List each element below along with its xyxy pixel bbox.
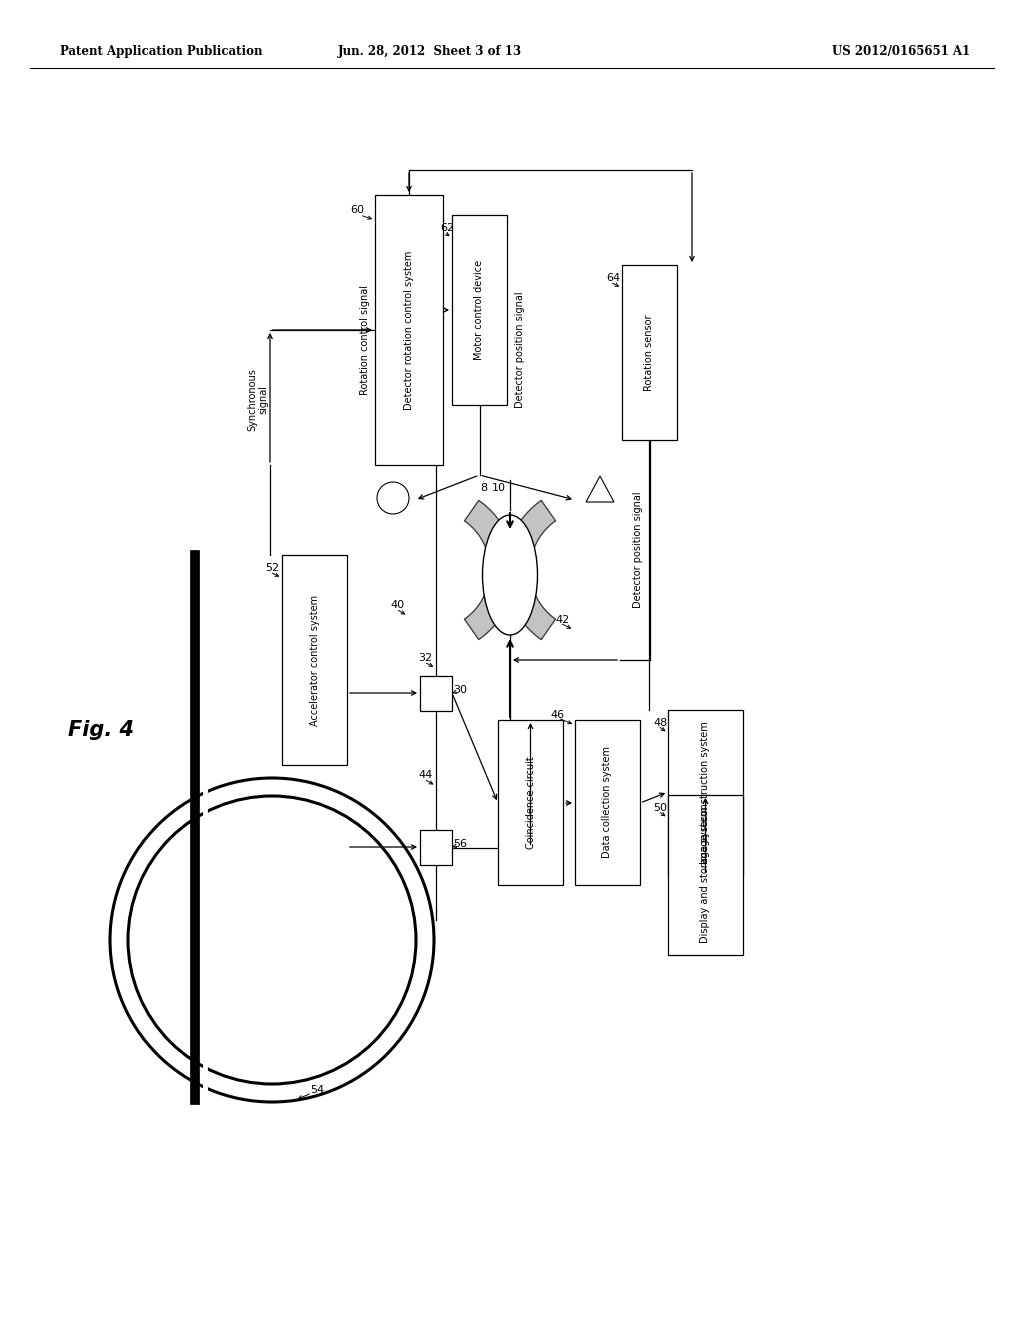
Polygon shape	[505, 500, 556, 640]
Text: Rotation control signal: Rotation control signal	[360, 285, 370, 395]
Text: Detector position signal: Detector position signal	[515, 292, 525, 408]
Bar	[452, 215, 507, 405]
Text: Display and storage system: Display and storage system	[700, 807, 711, 944]
Text: Image reconstruction system: Image reconstruction system	[700, 721, 711, 863]
Text: 46: 46	[550, 710, 564, 719]
Text: Fig. 4: Fig. 4	[68, 719, 134, 741]
Bar	[668, 795, 743, 954]
Text: 60: 60	[350, 205, 364, 215]
Bar	[282, 554, 347, 766]
Bar	[420, 676, 452, 711]
Ellipse shape	[482, 515, 538, 635]
Text: 54: 54	[310, 1085, 325, 1096]
Text: US 2012/0165651 A1: US 2012/0165651 A1	[831, 45, 970, 58]
Text: Synchronous
signal: Synchronous signal	[247, 368, 268, 432]
Text: Detector position signal: Detector position signal	[633, 491, 643, 609]
Text: 42: 42	[555, 615, 569, 624]
Polygon shape	[465, 500, 515, 640]
Bar	[375, 195, 443, 465]
Text: Motor control device: Motor control device	[474, 260, 484, 360]
Text: 56: 56	[453, 840, 467, 849]
Text: 48: 48	[653, 718, 668, 729]
Text: Coincidence circuit: Coincidence circuit	[525, 756, 536, 849]
Bar	[622, 265, 677, 440]
Text: 44: 44	[418, 770, 432, 780]
Polygon shape	[586, 477, 614, 502]
Text: 50: 50	[653, 803, 667, 813]
Text: 52: 52	[265, 564, 280, 573]
Text: 62: 62	[440, 223, 454, 234]
Text: Data collection system: Data collection system	[602, 747, 612, 858]
Text: Accelerator control system: Accelerator control system	[309, 594, 319, 726]
Bar	[575, 719, 640, 884]
Bar	[498, 719, 563, 884]
Text: 30: 30	[453, 685, 467, 696]
Text: 64: 64	[606, 273, 621, 282]
Circle shape	[377, 482, 409, 513]
Text: Detector rotation control system: Detector rotation control system	[404, 251, 414, 409]
Text: Patent Application Publication: Patent Application Publication	[60, 45, 262, 58]
Bar	[420, 830, 452, 865]
Text: 32: 32	[418, 653, 432, 663]
Text: Rotation sensor: Rotation sensor	[644, 314, 654, 391]
Text: 40: 40	[390, 601, 404, 610]
Text: 8: 8	[480, 483, 487, 492]
Bar	[668, 710, 743, 875]
Text: 10: 10	[492, 483, 506, 492]
Text: Jun. 28, 2012  Sheet 3 of 13: Jun. 28, 2012 Sheet 3 of 13	[338, 45, 522, 58]
